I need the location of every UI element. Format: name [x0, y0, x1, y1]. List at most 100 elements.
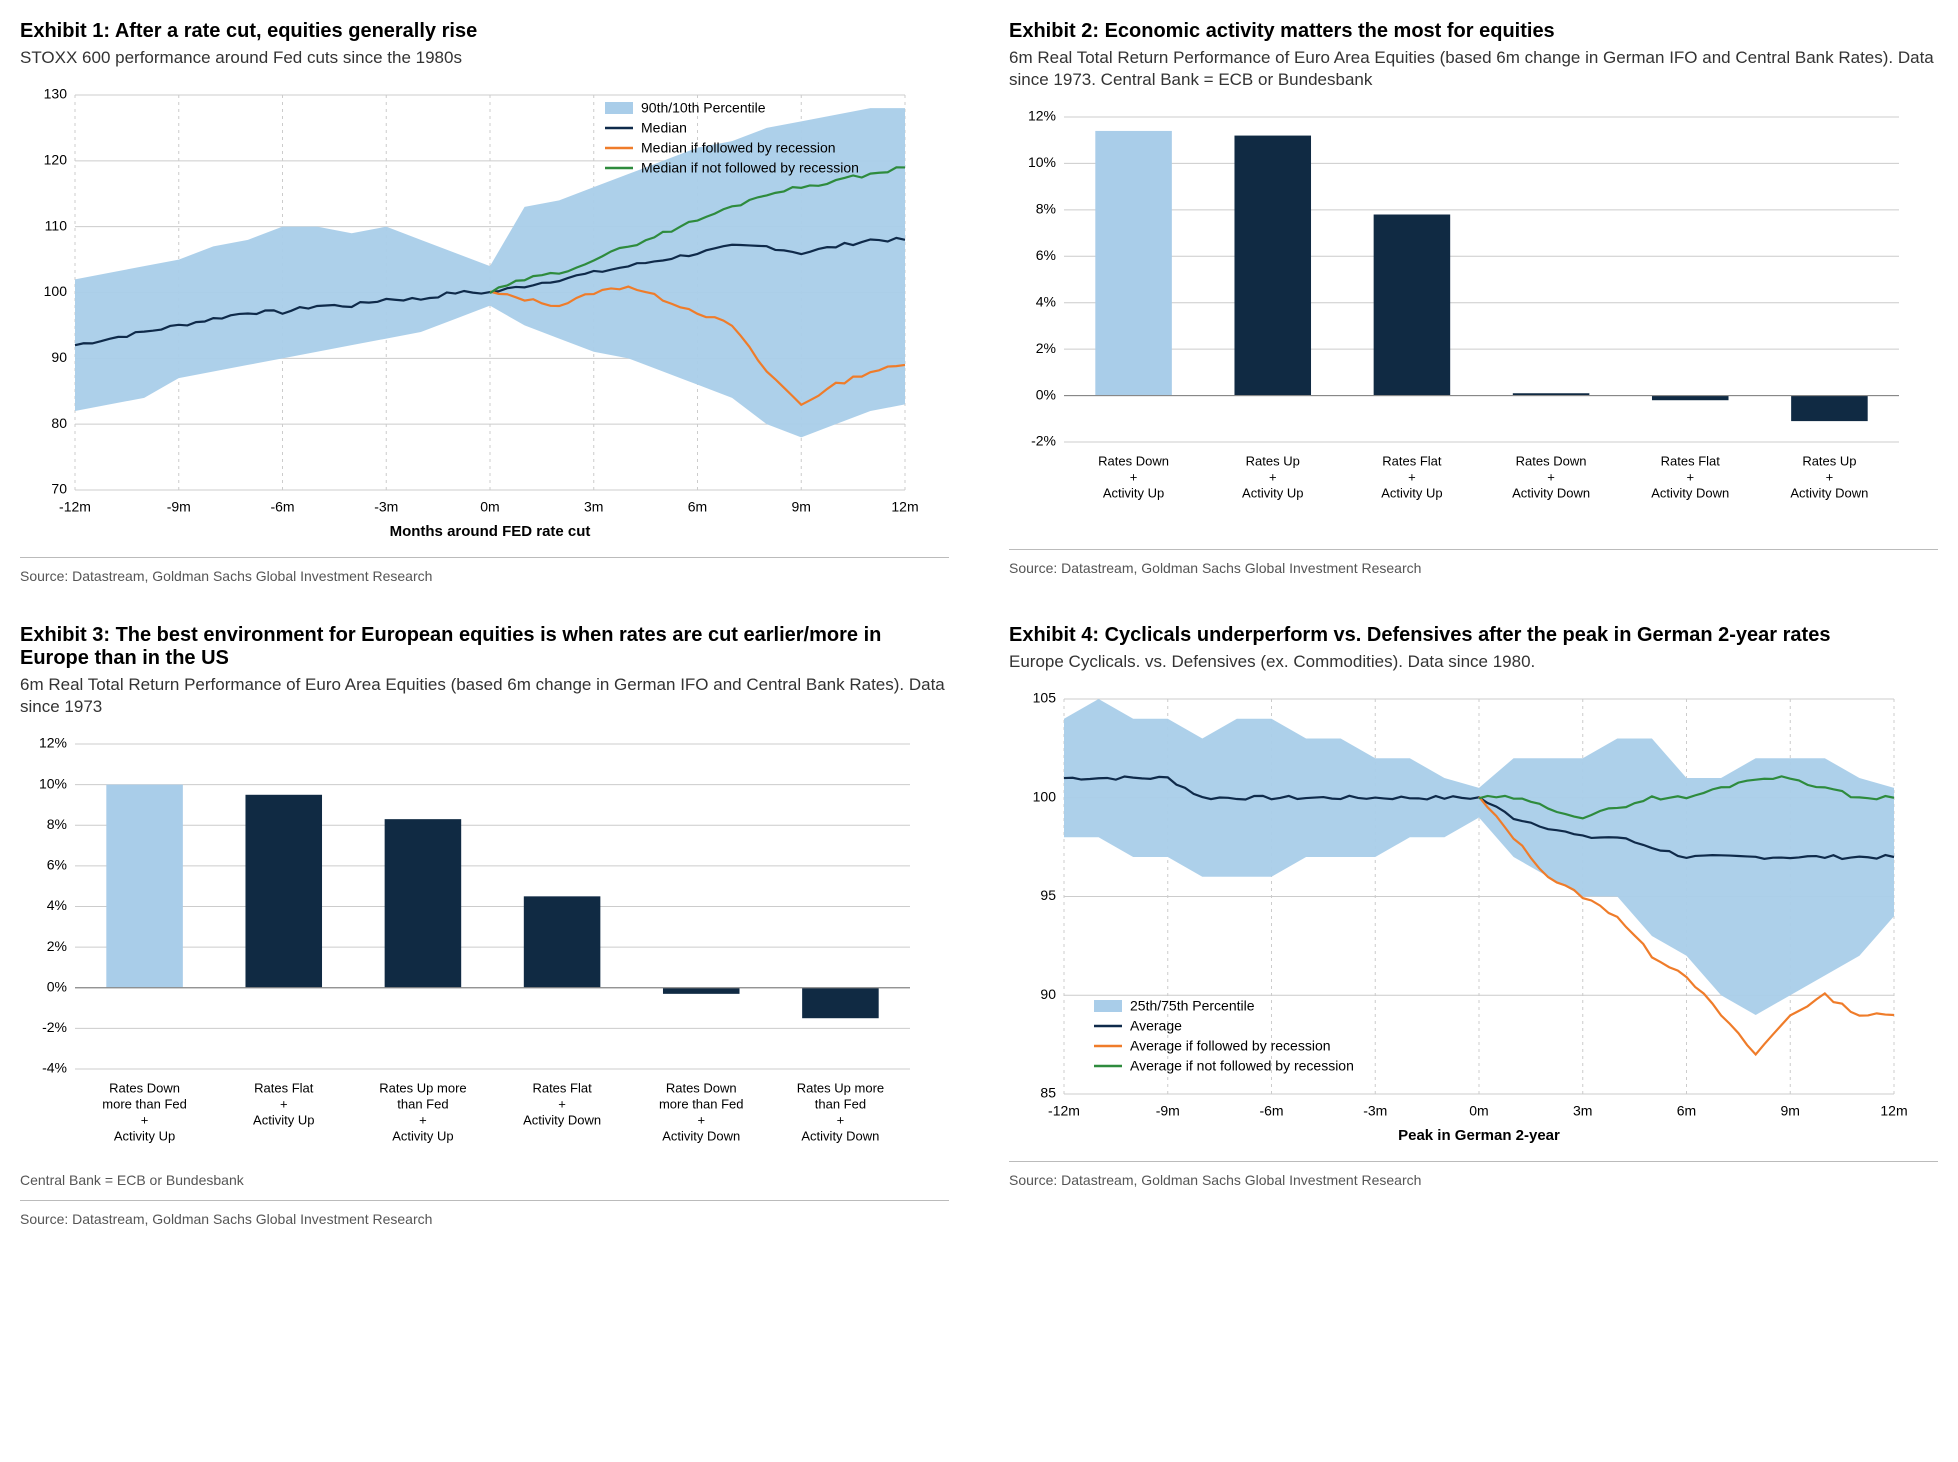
svg-text:Median: Median: [641, 120, 687, 136]
svg-text:10%: 10%: [39, 776, 67, 792]
exhibit-4-title: Exhibit 4: Cyclicals underperform vs. De…: [1009, 624, 1938, 647]
svg-text:3m: 3m: [584, 499, 603, 515]
svg-text:Activity Up: Activity Up: [253, 1113, 314, 1128]
svg-text:+: +: [280, 1097, 288, 1112]
exhibit-2-chart: -2%0%2%4%6%8%10%12%Rates Down+Activity U…: [1009, 107, 1938, 537]
svg-text:+: +: [1826, 470, 1834, 485]
svg-text:6%: 6%: [1036, 247, 1056, 263]
exhibit-3-chart: -4%-2%0%2%4%6%8%10%12%Rates Downmore tha…: [20, 734, 949, 1164]
svg-text:100: 100: [1033, 789, 1057, 805]
svg-text:-6m: -6m: [270, 499, 294, 515]
svg-text:Activity Down: Activity Down: [523, 1113, 601, 1128]
svg-text:Rates Flat: Rates Flat: [254, 1081, 314, 1096]
svg-text:+: +: [558, 1097, 566, 1112]
exhibit-4-source: Source: Datastream, Goldman Sachs Global…: [1009, 1172, 1938, 1188]
svg-text:Rates Up: Rates Up: [1802, 454, 1856, 469]
svg-text:9m: 9m: [1781, 1103, 1800, 1119]
svg-text:Rates Down: Rates Down: [1098, 454, 1169, 469]
svg-text:than Fed: than Fed: [815, 1097, 866, 1112]
svg-text:6m: 6m: [1677, 1103, 1696, 1119]
svg-text:Peak in German 2-year: Peak in German 2-year: [1398, 1127, 1560, 1144]
exhibit-3-source: Source: Datastream, Goldman Sachs Global…: [20, 1211, 949, 1227]
svg-text:Activity Down: Activity Down: [1651, 486, 1729, 501]
svg-text:Activity Down: Activity Down: [1512, 486, 1590, 501]
svg-text:85: 85: [1040, 1085, 1056, 1101]
svg-text:-3m: -3m: [374, 499, 398, 515]
divider: [1009, 549, 1938, 550]
svg-text:2%: 2%: [1036, 340, 1056, 356]
exhibit-3: Exhibit 3: The best environment for Euro…: [20, 624, 949, 1227]
exhibit-4-chart: 859095100105-12m-9m-6m-3m0m3m6m9m12mPeak…: [1009, 689, 1938, 1149]
svg-text:Activity Up: Activity Up: [392, 1129, 453, 1144]
svg-text:Rates Up more: Rates Up more: [797, 1081, 884, 1096]
svg-text:-12m: -12m: [59, 499, 91, 515]
exhibit-1-chart: 708090100110120130-12m-9m-6m-3m0m3m6m9m1…: [20, 85, 949, 545]
exhibit-2: Exhibit 2: Economic activity matters the…: [1009, 20, 1938, 584]
svg-text:+: +: [1408, 470, 1416, 485]
svg-text:120: 120: [44, 152, 68, 168]
svg-text:more than Fed: more than Fed: [102, 1097, 187, 1112]
svg-text:-6m: -6m: [1259, 1103, 1283, 1119]
svg-text:-4%: -4%: [42, 1060, 67, 1076]
svg-text:Rates Up more: Rates Up more: [379, 1081, 466, 1096]
svg-text:Rates Flat: Rates Flat: [532, 1081, 592, 1096]
svg-text:than Fed: than Fed: [397, 1097, 448, 1112]
svg-text:4%: 4%: [47, 897, 67, 913]
svg-text:90: 90: [51, 349, 67, 365]
svg-text:-2%: -2%: [1031, 433, 1056, 449]
svg-text:+: +: [1686, 470, 1694, 485]
exhibit-3-subtitle: 6m Real Total Return Performance of Euro…: [20, 674, 949, 718]
svg-text:Activity Up: Activity Up: [1103, 486, 1164, 501]
svg-text:90: 90: [1040, 986, 1056, 1002]
svg-text:12%: 12%: [1028, 108, 1056, 124]
svg-text:3m: 3m: [1573, 1103, 1592, 1119]
divider: [1009, 1161, 1938, 1162]
svg-text:-2%: -2%: [42, 1019, 67, 1035]
svg-text:Activity Up: Activity Up: [114, 1129, 175, 1144]
svg-text:105: 105: [1033, 690, 1057, 706]
svg-text:70: 70: [51, 481, 67, 497]
svg-text:Activity Down: Activity Down: [662, 1129, 740, 1144]
svg-text:+: +: [1269, 470, 1277, 485]
svg-text:+: +: [1547, 470, 1555, 485]
exhibit-4-subtitle: Europe Cyclicals. vs. Defensives (ex. Co…: [1009, 651, 1938, 673]
svg-text:8%: 8%: [1036, 201, 1056, 217]
exhibit-1-title: Exhibit 1: After a rate cut, equities ge…: [20, 20, 949, 43]
svg-text:2%: 2%: [47, 938, 67, 954]
svg-text:Average: Average: [1130, 1018, 1182, 1034]
exhibit-2-title: Exhibit 2: Economic activity matters the…: [1009, 20, 1938, 43]
svg-text:0m: 0m: [480, 499, 499, 515]
exhibit-1-source: Source: Datastream, Goldman Sachs Global…: [20, 568, 949, 584]
svg-text:Months around FED rate cut: Months around FED rate cut: [390, 523, 591, 540]
svg-text:6%: 6%: [47, 857, 67, 873]
svg-text:more than Fed: more than Fed: [659, 1097, 744, 1112]
svg-text:9m: 9m: [792, 499, 811, 515]
svg-text:+: +: [419, 1113, 427, 1128]
svg-text:0%: 0%: [1036, 386, 1056, 402]
exhibit-2-source: Source: Datastream, Goldman Sachs Global…: [1009, 560, 1938, 576]
exhibit-3-note: Central Bank = ECB or Bundesbank: [20, 1172, 949, 1188]
svg-text:0m: 0m: [1469, 1103, 1488, 1119]
svg-text:90th/10th Percentile: 90th/10th Percentile: [641, 100, 766, 116]
svg-text:110: 110: [45, 217, 68, 233]
svg-text:-3m: -3m: [1363, 1103, 1387, 1119]
svg-text:Activity Down: Activity Down: [1790, 486, 1868, 501]
svg-text:Median if followed by recessio: Median if followed by recession: [641, 140, 836, 156]
svg-text:12m: 12m: [891, 499, 918, 515]
svg-text:Rates Flat: Rates Flat: [1661, 454, 1721, 469]
svg-text:95: 95: [1040, 887, 1056, 903]
svg-text:+: +: [141, 1113, 149, 1128]
svg-text:+: +: [1130, 470, 1138, 485]
exhibits-grid: Exhibit 1: After a rate cut, equities ge…: [20, 20, 1938, 1227]
svg-text:10%: 10%: [1028, 154, 1056, 170]
svg-text:+: +: [837, 1113, 845, 1128]
svg-text:Median if not followed by rece: Median if not followed by recession: [641, 160, 859, 176]
svg-text:80: 80: [51, 415, 67, 431]
svg-text:-9m: -9m: [167, 499, 191, 515]
svg-text:-12m: -12m: [1048, 1103, 1080, 1119]
svg-text:-9m: -9m: [1156, 1103, 1180, 1119]
svg-text:Activity Up: Activity Up: [1381, 486, 1442, 501]
exhibit-2-subtitle: 6m Real Total Return Performance of Euro…: [1009, 47, 1938, 91]
exhibit-1: Exhibit 1: After a rate cut, equities ge…: [20, 20, 949, 584]
svg-text:100: 100: [44, 283, 68, 299]
